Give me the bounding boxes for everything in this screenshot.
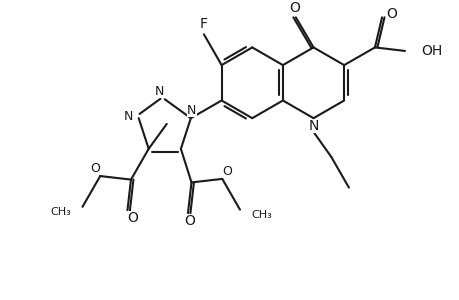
- Text: O: O: [184, 214, 195, 228]
- Text: O: O: [386, 8, 397, 21]
- Text: N: N: [124, 110, 133, 123]
- Text: O: O: [289, 1, 300, 14]
- Text: OH: OH: [420, 44, 441, 58]
- Text: O: O: [222, 164, 232, 178]
- Text: O: O: [127, 211, 138, 225]
- Text: N: N: [187, 104, 196, 117]
- Text: N: N: [155, 85, 164, 98]
- Text: CH₃: CH₃: [251, 210, 272, 220]
- Text: CH₃: CH₃: [50, 207, 71, 217]
- Text: N: N: [308, 119, 318, 133]
- Text: O: O: [90, 162, 100, 175]
- Text: F: F: [200, 17, 207, 32]
